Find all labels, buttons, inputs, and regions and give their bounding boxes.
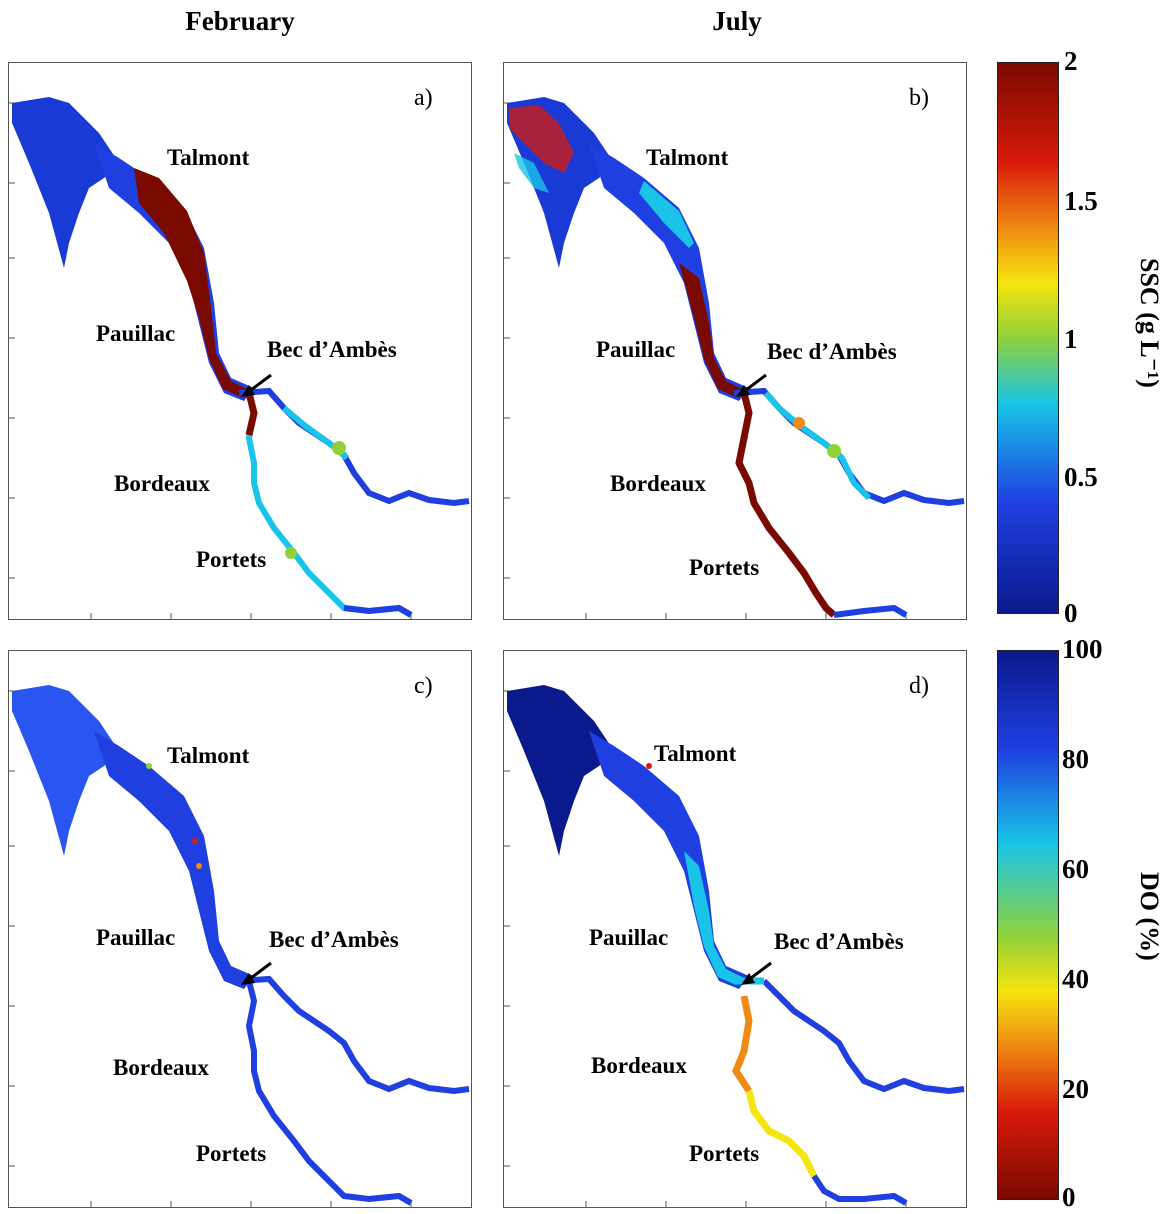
do-tick: 100 [1062,634,1103,664]
panel-label: b) [909,85,929,111]
place-talmont: Talmont [167,145,250,170]
place-pauillac: Pauillac [96,321,176,346]
place-bec-dambes: Bec d’Ambès [269,927,399,952]
map-panel-d: d) Talmont Pauillac Bec d’Ambès Bordeaux… [503,650,967,1208]
ssc-tick: 1.5 [1064,186,1098,216]
do-tick: 60 [1062,854,1089,884]
do-tick: 40 [1062,964,1089,994]
estuary-map [9,97,470,619]
place-bec-dambes: Bec d’Ambès [774,929,904,954]
ssc-tick: 1 [1064,324,1078,354]
estuary-map [504,97,965,619]
place-portets: Portets [689,555,760,580]
estuary-map [9,685,470,1207]
place-bordeaux: Bordeaux [610,471,706,496]
place-bec-dambes: Bec d’Ambès [767,339,897,364]
ssc-colorbar [997,62,1059,614]
do-axis-label: DO (%) [1135,872,1164,961]
place-talmont: Talmont [654,741,737,766]
map-panel-b: b) Talmont Pauillac Bec d’Ambès Bordeaux… [503,62,967,620]
place-talmont: Talmont [646,145,729,170]
ssc-tick: 0 [1064,598,1078,628]
place-pauillac: Pauillac [589,925,669,950]
place-bec-dambes: Bec d’Ambès [267,337,397,362]
panel-label: a) [414,85,433,111]
place-portets: Portets [196,547,267,572]
place-pauillac: Pauillac [596,337,676,362]
panel-label: d) [909,673,929,699]
place-talmont: Talmont [167,743,250,768]
ssc-axis-label: SSC (g L⁻¹) [1135,258,1164,388]
do-colorbar [997,650,1059,1200]
estuary-map [504,685,965,1207]
place-portets: Portets [196,1141,267,1166]
ssc-tick: 2 [1064,46,1078,76]
place-bordeaux: Bordeaux [113,1055,209,1080]
panel-label: c) [414,673,433,699]
do-tick: 0 [1062,1182,1076,1212]
place-bordeaux: Bordeaux [591,1053,687,1078]
place-portets: Portets [689,1141,760,1166]
map-panel-c: c) Talmont Pauillac Bec d’Ambès Bordeaux… [8,650,472,1208]
do-tick: 80 [1062,744,1089,774]
map-panel-a: a) Talmont Pauillac Bec d’Ambès Bordeaux… [8,62,472,620]
do-tick: 20 [1062,1074,1089,1104]
place-bordeaux: Bordeaux [114,471,210,496]
place-pauillac: Pauillac [96,925,176,950]
column-title-february: February [185,6,295,36]
column-title-july: July [712,6,762,36]
ssc-tick: 0.5 [1064,462,1098,492]
